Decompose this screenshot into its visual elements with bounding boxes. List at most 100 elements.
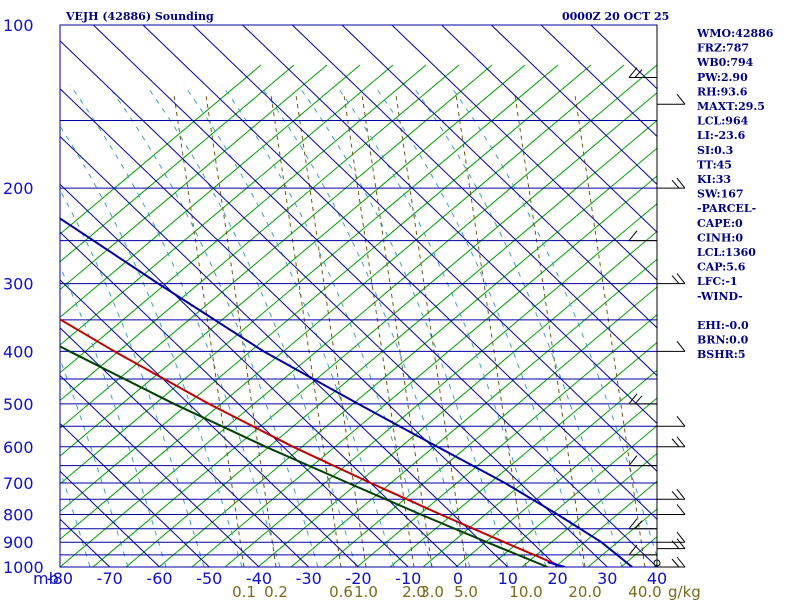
- mixing-ratio-tick-label: 10.0: [509, 583, 542, 600]
- dry-adiabat-line: [60, 64, 493, 429]
- index-line: MAXT:29.5: [697, 100, 765, 113]
- isotherm-line: [291, 25, 657, 377]
- isotherm-line: [60, 183, 459, 567]
- moist-adiabat-line: [107, 84, 319, 567]
- wind-barb: [628, 230, 657, 242]
- index-line: CAPE:0: [697, 217, 743, 230]
- temperature-tick-label: -60: [146, 569, 172, 588]
- dry-adiabat-line: [60, 64, 295, 263]
- pressure-tick-label: 300: [3, 275, 34, 294]
- wind-barb: [628, 393, 657, 405]
- pressure-tick-label: 800: [3, 505, 34, 524]
- isotherm-line: [242, 25, 657, 425]
- pressure-tick-label: 1000: [3, 558, 44, 577]
- dry-adiabat-line: [521, 452, 657, 567]
- mixing-ratio-tick-label: 0.1: [232, 583, 256, 600]
- wind-barb: [628, 518, 657, 530]
- moist-adiabat-line: [60, 189, 205, 567]
- index-line: EHI:-0.0: [697, 319, 749, 332]
- index-line: SW:167: [697, 188, 744, 201]
- pressure-tick-label: 200: [3, 179, 34, 198]
- temperature-tick-label: -80: [47, 569, 73, 588]
- isotherm-line: [60, 279, 359, 567]
- moist-adiabat-line: [221, 84, 433, 567]
- moist-adiabat-line: [297, 84, 509, 567]
- isotherm-line: [60, 470, 160, 567]
- dry-adiabat-line: [60, 64, 625, 540]
- temperature-tick-label: -50: [196, 569, 222, 588]
- moist-adiabat-line: [60, 468, 91, 567]
- pressure-tick-label: 700: [3, 474, 34, 493]
- isotherm-line: [60, 135, 509, 567]
- mixing-ratio-tick-label: 3.0: [420, 583, 444, 600]
- mixing-ratio-tick-label: 40.0: [628, 583, 661, 600]
- mixing-ratio-lines: [173, 94, 646, 567]
- dry-adiabat-line: [60, 64, 657, 567]
- dry-adiabat-line: [60, 64, 592, 513]
- isotherm-line: [60, 422, 210, 567]
- calm-circle: [653, 559, 661, 567]
- isotherm-line: [391, 25, 657, 281]
- index-line: LCL:1360: [697, 246, 756, 259]
- wind-barb: [628, 67, 657, 79]
- moist-adiabat-line: [60, 125, 243, 567]
- isotherm-line: [60, 40, 608, 567]
- isotherm-line: [60, 231, 409, 567]
- index-line: WB0:794: [696, 56, 754, 69]
- index-line: -WIND-: [697, 290, 743, 303]
- mixing-ratio-tick-label: 0.6: [329, 583, 353, 600]
- temperature-tick-label: -10: [395, 569, 421, 588]
- index-line: BRN:0.0: [697, 334, 749, 347]
- chart-date: 0000Z 20 OCT 25: [562, 10, 669, 23]
- wind-barb: [657, 273, 686, 285]
- plot-frame: [59, 24, 658, 568]
- dry-adiabat-line: [158, 147, 657, 567]
- wind-barb: [657, 531, 686, 543]
- series-dewpoint: [60, 345, 548, 567]
- wind-barbs: [628, 25, 686, 568]
- index-line: TT:45: [697, 158, 732, 171]
- isotherm-line: [60, 87, 558, 567]
- pressure-tick-label: 400: [3, 342, 34, 361]
- mixing-ratio-unit-label: g/kg: [668, 583, 701, 600]
- dry-adiabat-line: [60, 64, 427, 374]
- dry-adiabat-line: [786, 65, 800, 567]
- temperature-tick-label: -30: [296, 569, 322, 588]
- moist-adiabat-line: [69, 84, 281, 567]
- wind-barb: [628, 544, 657, 556]
- temperature-tick-label: 30: [597, 569, 617, 588]
- wind-barb: [657, 538, 686, 550]
- dry-adiabat-line: [60, 64, 262, 235]
- dry-adiabat-line: [60, 64, 394, 346]
- temperature-tick-label: 0: [453, 569, 463, 588]
- temperature-tick-label: 10: [498, 569, 518, 588]
- index-line: LCL:964: [697, 115, 749, 128]
- dry-adiabat-line: [60, 64, 460, 402]
- temperature-tick-label: 40: [647, 569, 667, 588]
- mixing-ratio-tick-label: 0.2: [264, 583, 288, 600]
- mixing-ratio-line: [455, 94, 527, 567]
- isotherm-line: [490, 25, 657, 186]
- moist-adiabat-line: [60, 357, 129, 567]
- wind-barb: [657, 556, 686, 568]
- moist-adiabat-line: [373, 84, 585, 567]
- moist-adiabat-line: [145, 84, 357, 567]
- moist-adiabat-line: [60, 265, 167, 567]
- moist-adiabat-line: [449, 84, 657, 559]
- dry-adiabat-line: [753, 65, 800, 567]
- wind-barb: [628, 455, 657, 467]
- isotherm-line: [142, 25, 657, 520]
- dry-adiabats: [60, 64, 800, 567]
- mixing-ratio-tick-label: 5.0: [454, 583, 478, 600]
- temperature-tick-label: -40: [246, 569, 272, 588]
- wind-barb: [657, 93, 686, 105]
- wind-barb: [657, 436, 686, 448]
- pressure-unit-label: mb: [33, 569, 59, 588]
- temperature-tick-label: -20: [345, 569, 371, 588]
- dry-adiabat-line: [60, 64, 526, 457]
- isotherms: [60, 25, 657, 567]
- index-line: BSHR:5: [697, 348, 746, 361]
